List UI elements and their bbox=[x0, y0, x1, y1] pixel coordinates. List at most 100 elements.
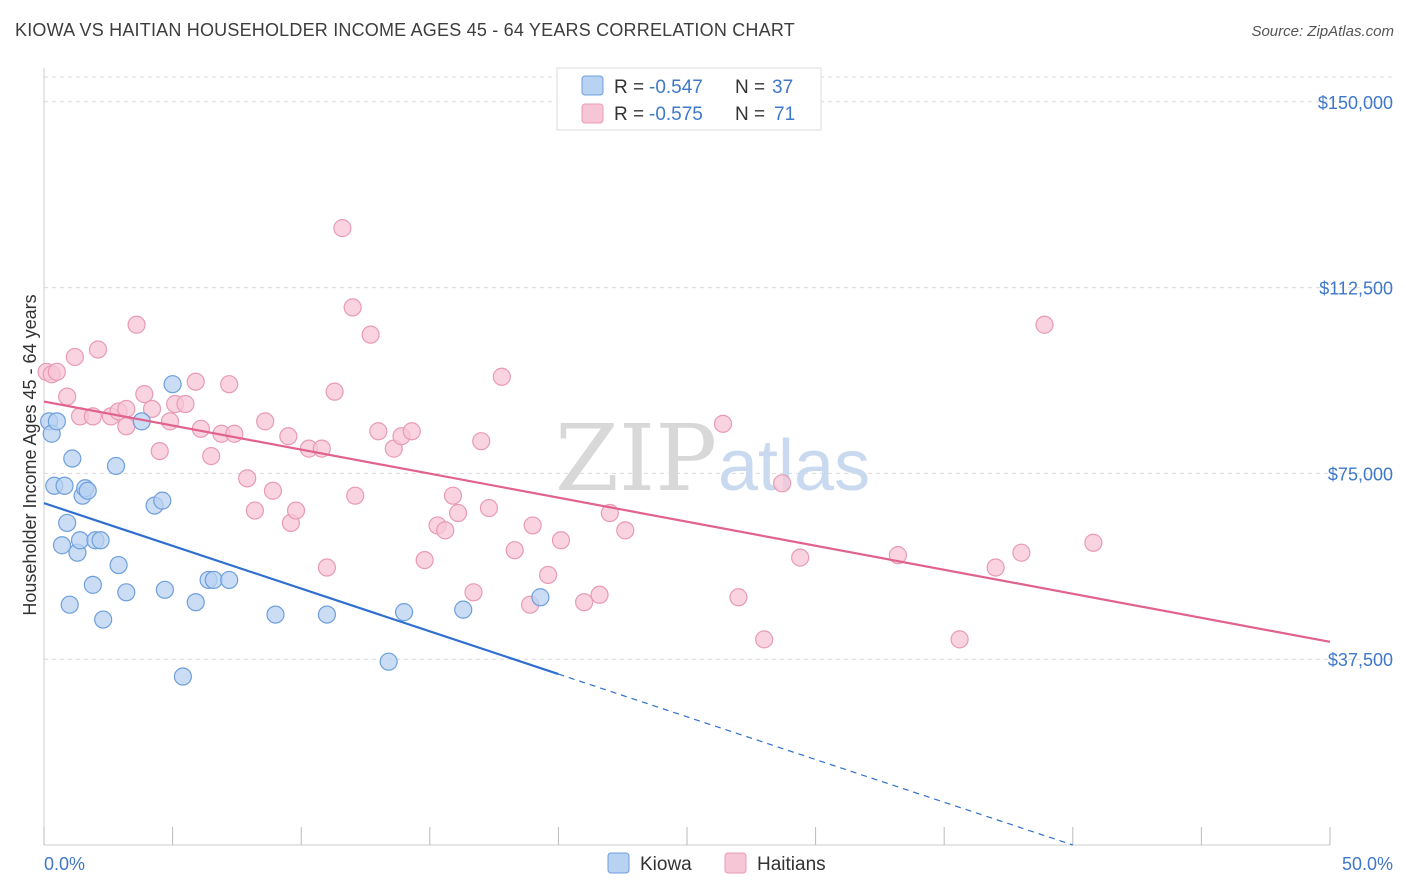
kiowa-trend-line bbox=[43, 502, 559, 676]
haitians-point-63 bbox=[729, 588, 748, 607]
bottom-legend-kiowa-label: Kiowa bbox=[640, 854, 692, 875]
kiowa-point-34 bbox=[394, 603, 414, 622]
y-axis-label: Householder Income Ages 45 - 64 years bbox=[20, 294, 40, 615]
haitians-point-29 bbox=[279, 427, 298, 446]
haitians-point-50 bbox=[472, 432, 491, 451]
watermark-zip: ZIP bbox=[555, 405, 717, 512]
kiowa-trend-extension bbox=[558, 673, 1073, 846]
haitians-point-11 bbox=[117, 417, 136, 436]
haitians-point-55 bbox=[523, 516, 542, 535]
kiowa-point-4 bbox=[52, 536, 72, 555]
haitians-point-31 bbox=[286, 501, 306, 520]
haitians-point-49 bbox=[464, 583, 483, 602]
kiowa-point-20 bbox=[117, 583, 136, 602]
haitians-point-39 bbox=[361, 325, 380, 344]
kiowa-point-36 bbox=[531, 588, 550, 607]
haitians-point-28 bbox=[263, 481, 283, 500]
top-legend: R = -0.547 N = 37 R = -0.575 N = 71 bbox=[556, 67, 822, 131]
legend-kiowa-n-label: N = bbox=[735, 77, 765, 98]
x-tick-label-0: 0.0% bbox=[44, 854, 85, 874]
y-tick-label-2: $112,500 bbox=[1319, 279, 1393, 299]
kiowa-point-18 bbox=[106, 456, 126, 476]
chart-title: KIOWA VS HAITIAN HOUSEHOLDER INCOME AGES… bbox=[15, 20, 795, 40]
bottom-legend-haitians-label: Haitians bbox=[757, 854, 826, 875]
kiowa-point-23 bbox=[153, 491, 172, 510]
haitians-point-38 bbox=[346, 486, 365, 505]
kiowa-point-3 bbox=[47, 412, 66, 431]
haitians-point-56 bbox=[539, 565, 558, 585]
haitians-point-69 bbox=[986, 558, 1005, 577]
kiowa-point-8 bbox=[63, 449, 82, 468]
legend-haitians-r-label: R = bbox=[614, 104, 644, 125]
haitians-point-25 bbox=[238, 469, 257, 488]
haitians-point-43 bbox=[402, 422, 421, 441]
haitians-point-68 bbox=[950, 630, 969, 649]
haitians-point-59 bbox=[590, 585, 609, 604]
kiowa-point-27 bbox=[186, 593, 205, 612]
haitians-point-40 bbox=[369, 422, 388, 441]
kiowa-point-32 bbox=[317, 605, 337, 624]
haitians-point-19 bbox=[186, 372, 205, 391]
kiowa-point-31 bbox=[266, 605, 285, 624]
haitians-point-3 bbox=[58, 387, 77, 406]
axes bbox=[43, 68, 1331, 846]
haitians-point-62 bbox=[713, 414, 733, 433]
haitians-point-72 bbox=[1084, 533, 1103, 552]
x-tick-label-1: 50.0% bbox=[1342, 854, 1393, 874]
kiowa-point-26 bbox=[173, 667, 192, 686]
haitians-point-57 bbox=[551, 531, 571, 550]
gridlines bbox=[44, 76, 1395, 660]
legend-kiowa-swatch bbox=[581, 75, 604, 96]
haitians-point-65 bbox=[773, 474, 792, 493]
kiowa-point-10 bbox=[70, 531, 90, 550]
haitians-point-24 bbox=[225, 424, 244, 443]
watermark: ZIP atlas bbox=[555, 405, 870, 512]
haitians-point-4 bbox=[65, 347, 84, 367]
y-tick-label-1: $75,000 bbox=[1328, 464, 1393, 484]
trend-lines bbox=[43, 400, 1331, 846]
kiowa-point-25 bbox=[163, 375, 182, 394]
haitians-point-47 bbox=[443, 486, 463, 505]
haitians-point-64 bbox=[755, 630, 774, 649]
haitians-point-14 bbox=[142, 399, 162, 419]
y-tick-label-0: $37,500 bbox=[1328, 650, 1393, 670]
haitians-point-21 bbox=[202, 446, 221, 466]
y-tick-labels: $37,500 $75,000 $112,500 $150,000 bbox=[1318, 93, 1393, 670]
watermark-atlas: atlas bbox=[718, 426, 870, 506]
haitians-point-48 bbox=[448, 503, 468, 523]
bottom-legend: Kiowa Haitians bbox=[607, 852, 826, 875]
kiowa-point-17 bbox=[94, 610, 113, 629]
haitians-point-46 bbox=[436, 521, 455, 540]
kiowa-point-35 bbox=[454, 600, 473, 619]
kiowa-point-24 bbox=[155, 580, 174, 599]
haitians-point-61 bbox=[616, 521, 635, 540]
haitians-point-7 bbox=[88, 340, 108, 359]
legend-kiowa-r-label: R = bbox=[614, 77, 644, 98]
haitians-point-52 bbox=[492, 367, 511, 386]
haitians-point-71 bbox=[1035, 315, 1054, 334]
haitians-point-53 bbox=[505, 541, 524, 560]
legend-haitians-n-label: N = bbox=[735, 104, 765, 125]
haitians-point-15 bbox=[150, 441, 169, 461]
haitians-point-66 bbox=[791, 548, 810, 567]
kiowa-point-5 bbox=[55, 476, 74, 495]
haitians-point-37 bbox=[343, 298, 362, 317]
kiowa-point-19 bbox=[109, 555, 128, 575]
kiowa-points bbox=[40, 375, 550, 686]
kiowa-point-29 bbox=[204, 570, 223, 590]
haitians-point-36 bbox=[333, 219, 352, 238]
haitians-point-44 bbox=[415, 550, 434, 570]
kiowa-point-13 bbox=[78, 481, 97, 500]
haitians-point-12 bbox=[127, 315, 146, 334]
legend-kiowa-n-value: 37 bbox=[772, 77, 793, 98]
source-label: Source: ZipAtlas.com bbox=[1251, 23, 1394, 40]
haitians-point-70 bbox=[1012, 543, 1031, 562]
kiowa-point-14 bbox=[83, 575, 102, 594]
bottom-legend-kiowa-swatch bbox=[607, 852, 630, 874]
haitians-point-26 bbox=[245, 501, 265, 520]
haitians-point-51 bbox=[479, 498, 499, 518]
haitians-point-23 bbox=[220, 375, 239, 394]
x-tick-labels: 0.0% 50.0% bbox=[44, 854, 1393, 874]
legend-haitians-n-value: 71 bbox=[774, 104, 795, 125]
